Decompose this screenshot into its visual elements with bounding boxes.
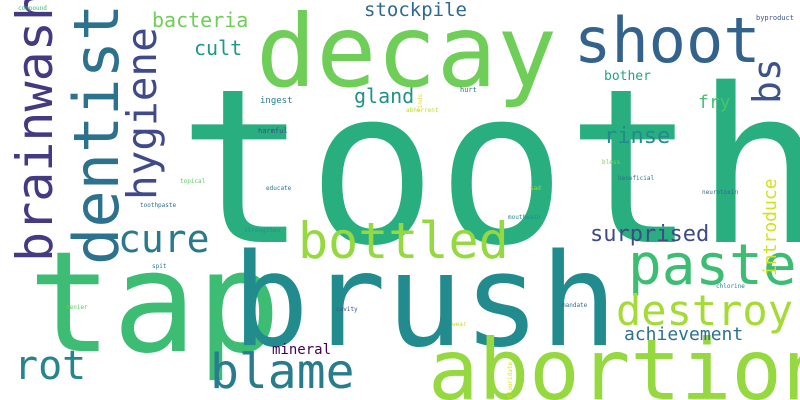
word-tap: tap <box>28 222 281 385</box>
word-tooth: tooth <box>178 42 800 293</box>
word-paste: paste <box>628 233 797 298</box>
word-toothpaste: toothpaste <box>140 202 177 209</box>
word-rot: rot <box>14 343 87 389</box>
word-bless: bless <box>602 159 621 166</box>
word-fluoridate: fluoridate <box>507 361 514 398</box>
word-bother: bother <box>604 69 651 84</box>
word-brainwash: brainwash <box>6 0 64 262</box>
word-abhorrent: abhorrent <box>406 107 439 114</box>
word-neurotoxin: neurotoxin <box>702 189 739 196</box>
word-cavity: cavity <box>336 306 358 313</box>
word-stockpile: stockpile <box>364 0 467 21</box>
word-surprised: surprised <box>590 222 710 247</box>
word-fry: fry <box>698 92 731 113</box>
word-rinse: rinse <box>604 124 671 149</box>
word-gland: gland <box>354 84 415 108</box>
word-brush: brush <box>232 227 618 376</box>
word-educate: educate <box>266 185 292 192</box>
word-ingest: ingest <box>260 96 293 106</box>
word-destroy: destroy <box>616 286 794 335</box>
word-cure: cure <box>118 217 210 261</box>
word-denier: denier <box>66 304 88 311</box>
word-mandate: mandate <box>562 302 588 309</box>
word-chlorine: chlorine <box>716 283 745 290</box>
word-shoot: shoot <box>574 4 761 77</box>
word-bacteria: bacteria <box>152 8 249 32</box>
word-sad: sad <box>530 185 541 192</box>
word-finds: finds <box>417 93 424 112</box>
word-hurt: hurt <box>460 86 477 94</box>
word-strengthen: strengthen <box>244 227 281 234</box>
word-introduce: introduce <box>760 178 781 276</box>
word-mouthwash: mouthwash <box>508 214 541 221</box>
word-harmful: harmful <box>258 127 288 135</box>
word-achievement: achievement <box>624 324 744 345</box>
word-bottled: bottled <box>298 212 509 270</box>
word-wear: wear <box>452 321 467 328</box>
word-decay: decay <box>256 0 558 110</box>
word-abortion: abortion <box>428 321 800 400</box>
word-blame: blame <box>210 344 355 400</box>
word-mineral: mineral <box>272 342 332 358</box>
word-cult: cult <box>194 36 243 60</box>
word-byproduct: byproduct <box>756 14 794 22</box>
word-bs: bs <box>745 58 789 104</box>
word-beneficial: beneficial <box>618 175 655 182</box>
word-hygiene: hygiene <box>118 27 166 200</box>
word-spit: spit <box>152 263 167 270</box>
word-topical: topical <box>180 178 206 185</box>
word-compound: compound <box>18 5 47 12</box>
